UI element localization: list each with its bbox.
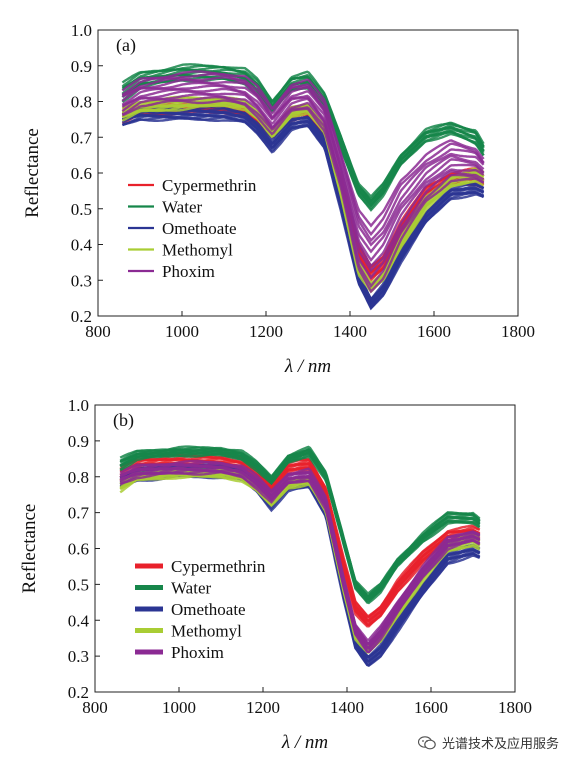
series-curve (119, 468, 481, 650)
y-tick-label: 0.5 (68, 575, 89, 594)
series-curve (121, 81, 485, 254)
legend: Cypermethrin Water Omethoate Methomyl Phoxim (135, 557, 266, 662)
x-tick-label: 800 (85, 322, 111, 341)
y-tick-label: 0.6 (71, 164, 92, 183)
legend-label-water: Water (162, 198, 202, 217)
y-tick-label: 0.2 (68, 683, 89, 702)
x-tick-label: 800 (82, 698, 108, 717)
y-tick-label: 0.3 (68, 647, 89, 666)
series-curve (119, 464, 481, 646)
y-axis-label: Reflectance (19, 504, 40, 594)
series-curve (121, 103, 485, 294)
x-tick-label: 1800 (501, 322, 535, 341)
series-curve (121, 109, 484, 303)
y-tick-label: 0.8 (71, 93, 92, 112)
series-curve (119, 459, 481, 642)
series-curve (121, 63, 485, 199)
y-tick-label: 0.4 (68, 611, 90, 630)
x-axis-label: λ / nm (284, 356, 331, 377)
series-curve (119, 451, 481, 603)
x-tick-label: 1600 (414, 698, 448, 717)
legend-label-methomyl: Methomyl (171, 622, 242, 641)
legend-label-omethoate: Omethoate (162, 219, 237, 238)
x-tick-label: 1400 (333, 322, 367, 341)
series-phoxim (121, 70, 485, 294)
y-tick-label: 1.0 (68, 396, 89, 415)
series-curve (121, 113, 484, 308)
y-tick-label: 1.0 (71, 21, 92, 40)
legend-label-cypermethrin: Cypermethrin (171, 557, 266, 576)
series-curve (119, 474, 481, 654)
y-tick-label: 0.9 (71, 57, 92, 76)
wechat-icon (417, 735, 436, 749)
series-curve (121, 73, 485, 237)
plot-area (119, 445, 481, 667)
y-tick-label: 0.2 (71, 307, 92, 326)
series-curve (121, 78, 485, 247)
series-curve (121, 100, 485, 291)
series-curve (121, 76, 485, 243)
panel-label: (a) (116, 35, 136, 56)
y-axis-label: Reflectance (22, 128, 43, 218)
x-tick-label: 1000 (165, 322, 199, 341)
chart-panel-a: 800 1000 1200 1400 1600 1800 0.2 0.3 0.4 0.5 0.6 0.… (22, 21, 535, 377)
x-tick-label: 1000 (162, 698, 196, 717)
x-tick-label: 1600 (417, 322, 451, 341)
y-tick-label: 0.3 (71, 271, 92, 290)
y-tick-label: 0.4 (71, 236, 93, 255)
chart-panel-b: 800 1000 1200 1400 1600 1800 0.2 0.3 0.4 0.5 0.6 0.… (19, 396, 532, 753)
x-tick-label: 1200 (246, 698, 280, 717)
y-tick-label: 0.7 (68, 504, 90, 523)
legend-label-methomyl: Methomyl (162, 241, 233, 260)
plot-area (121, 63, 485, 311)
series-curve (121, 96, 485, 288)
x-tick-label: 1800 (498, 698, 532, 717)
legend-label-cypermethrin: Cypermethrin (162, 176, 257, 195)
legend-label-water: Water (171, 579, 211, 598)
series-curve (119, 454, 481, 619)
legend-label-phoxim: Phoxim (171, 643, 224, 662)
series-water (119, 445, 481, 605)
y-tick-label: 0.7 (71, 128, 93, 147)
legend-label-phoxim: Phoxim (162, 262, 215, 281)
y-tick-label: 0.8 (68, 468, 89, 487)
series-curve (121, 90, 485, 273)
y-tick-label: 0.6 (68, 540, 89, 559)
y-tick-label: 0.9 (68, 432, 89, 451)
x-axis-label: λ / nm (281, 732, 328, 753)
legend: Cypermethrin Water Omethoate Methomyl Phoxim (128, 176, 257, 281)
series-curve (119, 449, 481, 600)
legend-label-omethoate: Omethoate (171, 600, 246, 619)
y-tick-label: 0.5 (71, 200, 92, 219)
panel-label: (b) (113, 410, 134, 431)
series-curve (121, 93, 485, 280)
series-phoxim (119, 459, 481, 654)
series-curve (121, 70, 485, 228)
series-curve (119, 445, 481, 595)
watermark: 光谱技术及应用服务 (417, 733, 559, 752)
series-curve (119, 446, 481, 597)
series-curve (121, 84, 485, 262)
series-curve (121, 64, 485, 202)
x-tick-label: 1200 (249, 322, 283, 341)
watermark-text: 光谱技术及应用服务 (441, 737, 559, 752)
x-tick-label: 1400 (330, 698, 364, 717)
